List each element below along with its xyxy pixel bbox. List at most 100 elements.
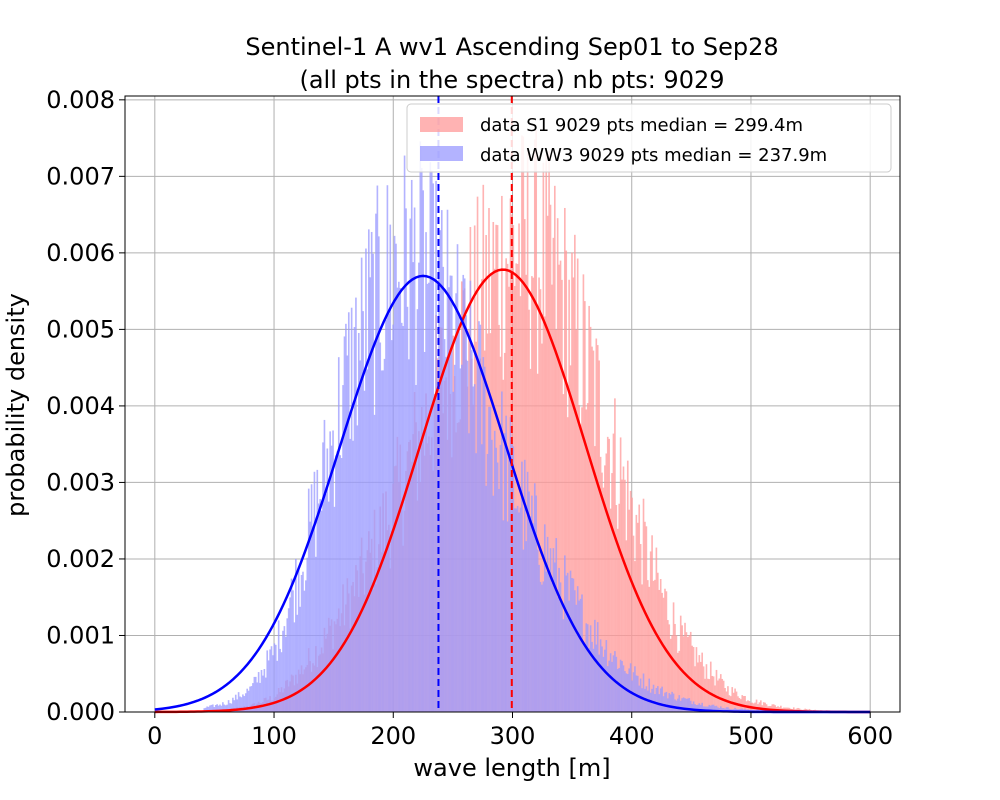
- histogram-bar: [612, 433, 615, 712]
- histogram-bar: [435, 180, 437, 713]
- histogram-bar: [496, 462, 499, 712]
- histogram-bar: [741, 708, 744, 712]
- histogram-bar: [286, 618, 289, 712]
- histogram-bar: [659, 579, 662, 712]
- histogram-bar: [429, 162, 432, 713]
- histogram-bar: [270, 646, 273, 712]
- histogram-bar: [589, 625, 592, 712]
- histogram-bar: [646, 580, 649, 712]
- histogram-bar: [204, 707, 207, 712]
- histogram-bar: [501, 391, 503, 712]
- histogram-bar: [642, 498, 645, 712]
- histogram-bar: [290, 578, 293, 712]
- histogram-bar: [632, 672, 635, 712]
- histogram-bar: [299, 606, 301, 712]
- histogram-bar: [709, 705, 712, 712]
- histogram-bar: [259, 682, 261, 712]
- histogram-bar: [707, 706, 709, 712]
- histogram-bar: [269, 649, 271, 712]
- histogram-bar: [549, 204, 552, 712]
- histogram-bar: [292, 590, 294, 712]
- histogram-bar: [638, 504, 641, 712]
- histogram-bar: [515, 508, 517, 712]
- histogram-bar: [711, 704, 714, 712]
- histogram-bar: [442, 266, 445, 712]
- histogram-bar: [214, 705, 217, 712]
- histogram-bar: [307, 488, 310, 712]
- histogram-bar: [559, 582, 562, 712]
- histogram-bar: [572, 277, 575, 712]
- histogram-bar: [661, 592, 663, 712]
- histogram-bar: [589, 326, 592, 712]
- histogram-bar: [562, 394, 565, 712]
- histogram-bar: [565, 575, 568, 712]
- histogram-bar: [366, 369, 369, 712]
- histogram-bar: [425, 232, 427, 713]
- histogram-bar: [614, 398, 616, 712]
- histogram-bar: [542, 581, 545, 712]
- histogram-bar: [209, 705, 211, 712]
- histogram-bar: [456, 244, 459, 713]
- histogram-bar: [210, 704, 213, 712]
- histogram-bar: [234, 694, 237, 712]
- histogram-bar: [674, 699, 676, 712]
- histogram-bar: [548, 570, 550, 712]
- histogram-bar: [315, 556, 317, 712]
- histogram-bar: [237, 692, 240, 712]
- histogram-bar: [719, 706, 722, 712]
- y-tick-label: 0.002: [46, 545, 115, 573]
- histogram-bar: [353, 327, 356, 712]
- histogram-bar: [236, 699, 238, 712]
- histogram-bar: [541, 584, 543, 712]
- histogram-bar: [636, 522, 639, 712]
- histogram-bar: [522, 136, 525, 712]
- histogram-bar: [612, 655, 615, 712]
- histogram-bar: [346, 355, 349, 712]
- histogram-bar: [579, 424, 582, 712]
- histogram-bar: [694, 704, 696, 712]
- histogram-bar: [625, 540, 628, 712]
- histogram-bar: [302, 571, 304, 712]
- histogram-bar: [399, 288, 402, 712]
- histogram-bar: [608, 438, 610, 712]
- histogram-bar: [206, 706, 208, 712]
- histogram-bar: [277, 620, 280, 712]
- histogram-bar: [598, 360, 600, 712]
- histogram-bar: [702, 706, 705, 712]
- histogram-bar: [636, 675, 639, 712]
- histogram-bar: [552, 237, 555, 712]
- histogram-bar: [569, 365, 572, 712]
- histogram-bar: [533, 139, 536, 713]
- histogram-bar: [232, 697, 234, 712]
- histogram-bar: [317, 503, 320, 712]
- histogram-bar: [489, 406, 492, 712]
- histogram-bar: [566, 572, 569, 712]
- histogram-bar: [546, 215, 549, 713]
- histogram-bar: [347, 312, 350, 712]
- histogram-bar: [535, 130, 538, 713]
- histogram-bar: [556, 597, 559, 712]
- histogram-bar: [564, 555, 566, 712]
- histogram-bar: [499, 444, 502, 712]
- histogram-bar: [279, 648, 281, 712]
- histogram-bar: [718, 678, 721, 712]
- histogram-bar: [355, 297, 357, 712]
- histogram-bar: [450, 275, 453, 712]
- histogram-bar: [704, 706, 706, 712]
- histogram-bar: [446, 209, 449, 712]
- histogram-bar: [516, 263, 519, 712]
- histogram-bar: [312, 527, 314, 712]
- histogram-bar: [385, 319, 387, 712]
- histogram-bar: [582, 643, 585, 712]
- histogram-bar: [543, 316, 546, 712]
- histogram-bar: [639, 678, 642, 712]
- histogram-bar: [400, 322, 403, 712]
- histogram-bar: [257, 672, 260, 712]
- histogram-bar: [330, 445, 333, 712]
- histogram-bar: [760, 700, 762, 712]
- histogram-bar: [697, 704, 699, 712]
- histogram-bar: [545, 571, 548, 712]
- histogram-bar: [481, 444, 483, 712]
- histogram-bar: [669, 638, 672, 712]
- histogram-bar: [739, 708, 742, 712]
